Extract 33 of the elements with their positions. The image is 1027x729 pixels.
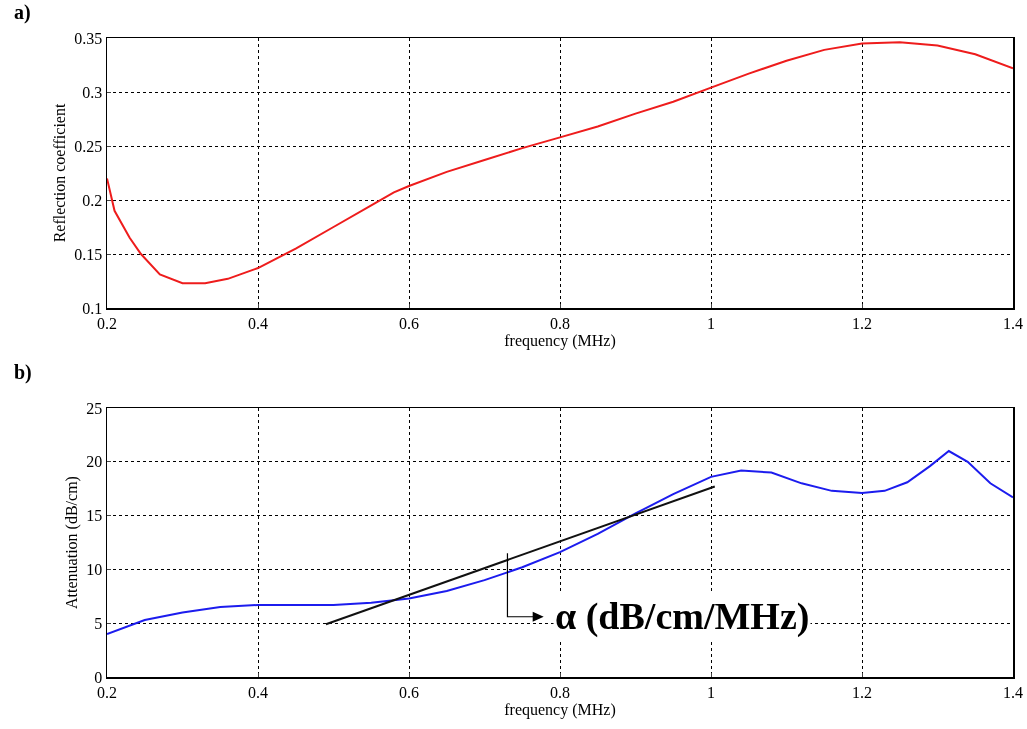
line-series [107,450,1013,635]
x-tick-label: 0.8 [550,683,570,701]
line-series [107,41,1013,285]
annotation: α (dB/cm/MHz) [555,595,810,638]
x-tick-label: 0.4 [248,683,268,701]
text: a) [14,1,31,24]
x-tick-label: 1.4 [1003,314,1023,332]
x-tick-label: 1 [707,314,715,332]
y-tick-label: 25 [86,399,103,417]
y-tick-label: 10 [86,561,103,578]
y-tick-label: 0.2 [82,191,103,209]
x-tick-label: 1.4 [1003,683,1023,701]
y-tick-label: 0.35 [74,29,103,47]
y-axis-title: Attenuation (dB/cm) [63,476,82,609]
x-tick-label: 1.2 [852,683,872,701]
x-tick-label: 1 [707,683,715,701]
y-tick-label: 0.25 [74,137,103,155]
y-tick-label: 0.1 [82,299,103,317]
text: b) [14,361,32,384]
x-axis-title: frequency (MHz) [504,701,616,720]
x-tick-label: 0.6 [399,683,419,701]
x-tick-label: 0.4 [248,314,268,332]
x-axis-title: frequency (MHz) [504,332,616,351]
x-tick-label: 0.6 [399,314,419,332]
x-tick-label: 1.2 [852,314,872,332]
y-tick-label: 0 [94,668,103,686]
y-axis-title: Reflection coefficient [51,103,69,243]
y-tick-label: 15 [86,507,103,525]
x-tick-label: 0.8 [550,314,570,332]
y-tick-label: 5 [94,614,103,632]
y-tick-label: 0.15 [74,245,103,263]
y-tick-label: 0.3 [82,83,103,101]
y-tick-label: 20 [86,453,103,471]
